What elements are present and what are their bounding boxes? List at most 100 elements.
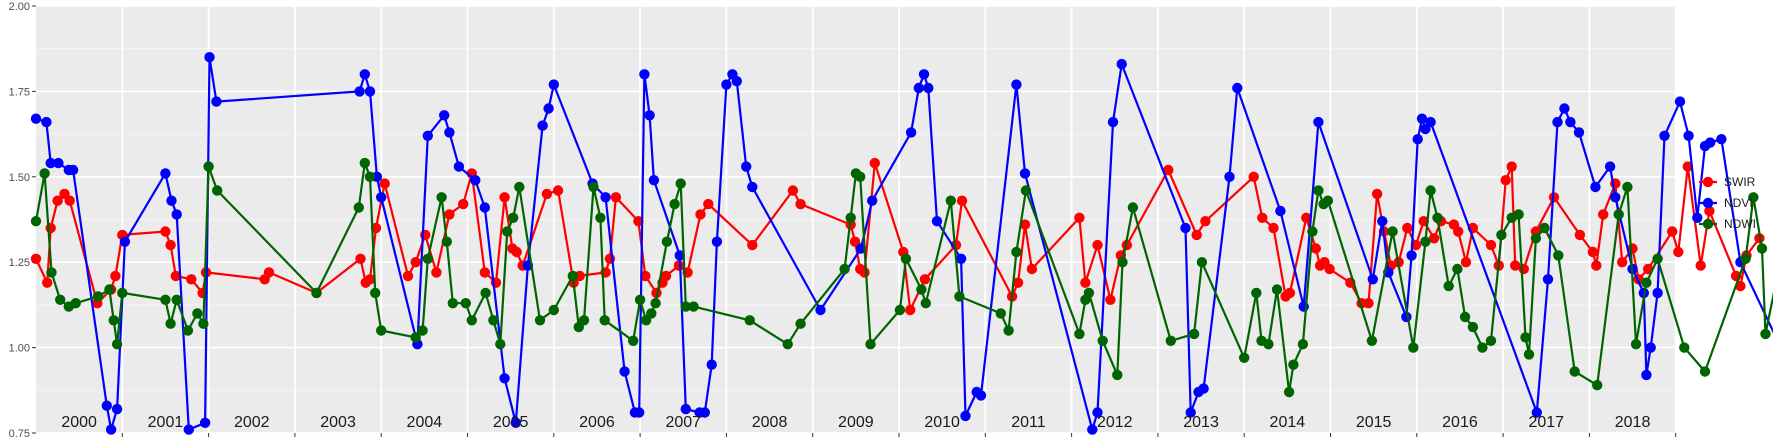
data-point-ndwi xyxy=(376,325,387,336)
data-point-ndvi xyxy=(422,130,433,141)
data-point-ndvi xyxy=(499,373,510,384)
data-point-ndvi xyxy=(1692,212,1703,223)
data-point-ndwi xyxy=(1263,339,1274,350)
data-point-ndwi xyxy=(680,301,691,312)
data-point-ndvi xyxy=(1406,250,1417,261)
data-point-ndwi xyxy=(1592,380,1603,391)
data-point-ndwi xyxy=(628,335,639,346)
data-point-ndvi xyxy=(619,366,630,377)
data-point-ndvi xyxy=(45,157,56,169)
data-point-ndwi xyxy=(441,236,452,247)
year-label: 2008 xyxy=(752,414,788,431)
data-point-ndvi xyxy=(648,175,660,186)
data-point-ndwi xyxy=(855,171,866,182)
data-point-ndwi xyxy=(1679,342,1690,353)
legend-key-dot xyxy=(1702,218,1714,230)
data-point-ndwi xyxy=(1613,209,1624,220)
data-point-ndwi xyxy=(599,315,610,326)
data-point-ndwi xyxy=(1387,226,1398,237)
data-point-ndwi xyxy=(688,301,699,312)
data-point-ndwi xyxy=(1271,284,1283,295)
legend-label: NDWI xyxy=(1724,217,1756,231)
grid-major-horizontal xyxy=(36,5,1676,434)
data-point-ndvi xyxy=(1683,130,1694,141)
data-point-ndvi xyxy=(543,103,554,114)
data-point-ndvi xyxy=(1313,116,1324,128)
data-point-swir xyxy=(1092,239,1103,251)
series-ndwi xyxy=(30,157,1773,398)
data-point-ndvi xyxy=(1185,407,1196,418)
data-point-ndwi xyxy=(447,298,458,309)
data-point-ndwi xyxy=(1083,287,1095,299)
data-point-ndvi xyxy=(111,403,123,415)
y-tick-label: 1.00 xyxy=(9,343,30,355)
data-point-ndwi xyxy=(111,339,123,350)
data-point-ndvi xyxy=(1559,103,1570,114)
data-point-ndvi xyxy=(166,195,177,206)
data-point-ndwi xyxy=(1496,229,1507,241)
data-point-ndwi xyxy=(198,318,209,329)
data-point-ndwi xyxy=(995,308,1006,319)
data-point-ndvi xyxy=(741,161,752,172)
data-point-swir xyxy=(552,185,564,196)
data-point-ndvi xyxy=(1659,130,1670,141)
data-point-swir xyxy=(919,274,931,285)
data-point-swir xyxy=(458,198,469,210)
data-point-ndvi xyxy=(199,417,211,428)
data-point-ndwi xyxy=(55,294,66,305)
data-point-swir xyxy=(1485,239,1497,251)
data-point-ndwi xyxy=(117,287,128,299)
data-point-swir xyxy=(956,195,968,206)
data-point-ndvi xyxy=(1019,168,1031,179)
data-point-swir xyxy=(1500,175,1511,186)
data-point-swir xyxy=(1301,212,1312,223)
data-point-ndwi xyxy=(1297,339,1309,350)
data-point-ndwi xyxy=(650,298,661,309)
data-point-ndvi xyxy=(119,236,131,247)
data-point-swir xyxy=(64,195,75,206)
data-point-ndwi xyxy=(1196,257,1208,268)
data-point-ndwi xyxy=(845,212,856,223)
data-point-ndwi xyxy=(1313,185,1324,196)
data-point-ndvi xyxy=(699,407,710,418)
data-point-ndwi xyxy=(1003,325,1014,336)
year-label: 2012 xyxy=(1097,414,1133,431)
data-point-ndvi xyxy=(1641,369,1652,381)
data-point-swir xyxy=(795,198,806,210)
data-point-ndwi xyxy=(1740,253,1751,264)
year-labels: 2000 2001 2002 2003 2004 2005 2006 2007 2008 2009… xyxy=(61,414,1650,431)
data-point-ndvi xyxy=(1367,274,1379,285)
data-point-swir xyxy=(640,270,651,282)
y-tick-label: 1.75 xyxy=(9,86,30,98)
data-point-ndwi xyxy=(669,198,680,210)
data-point-ndwi xyxy=(171,294,182,305)
data-point-ndwi xyxy=(160,294,171,305)
data-point-ndvi xyxy=(1087,424,1098,435)
data-point-swir xyxy=(703,198,714,210)
data-point-ndwi xyxy=(1553,250,1564,261)
data-point-ndvi xyxy=(1565,116,1576,128)
data-point-ndvi xyxy=(1674,96,1686,107)
data-point-ndwi xyxy=(1760,328,1771,340)
data-point-ndwi xyxy=(508,212,519,223)
data-point-swir xyxy=(1310,243,1322,254)
data-point-ndwi xyxy=(1097,335,1108,346)
legend-key-dot xyxy=(1702,197,1714,209)
data-point-ndvi xyxy=(105,424,117,435)
data-point-swir xyxy=(1510,260,1521,271)
data-point-ndvi xyxy=(1377,216,1388,227)
data-point-ndvi xyxy=(1011,79,1022,90)
data-point-ndwi xyxy=(1074,328,1085,340)
year-label: 2009 xyxy=(838,414,874,431)
year-label: 2002 xyxy=(234,414,270,431)
data-point-ndvi xyxy=(931,216,943,227)
data-point-swir xyxy=(541,188,553,200)
data-point-ndwi xyxy=(1520,332,1531,343)
data-point-ndwi xyxy=(502,226,513,237)
year-label: 2013 xyxy=(1183,414,1219,431)
data-point-swir xyxy=(1248,171,1259,182)
year-label: 2018 xyxy=(1615,414,1651,431)
data-point-ndwi xyxy=(954,291,965,302)
data-point-ndwi xyxy=(865,339,876,350)
data-point-ndwi xyxy=(1523,349,1535,360)
